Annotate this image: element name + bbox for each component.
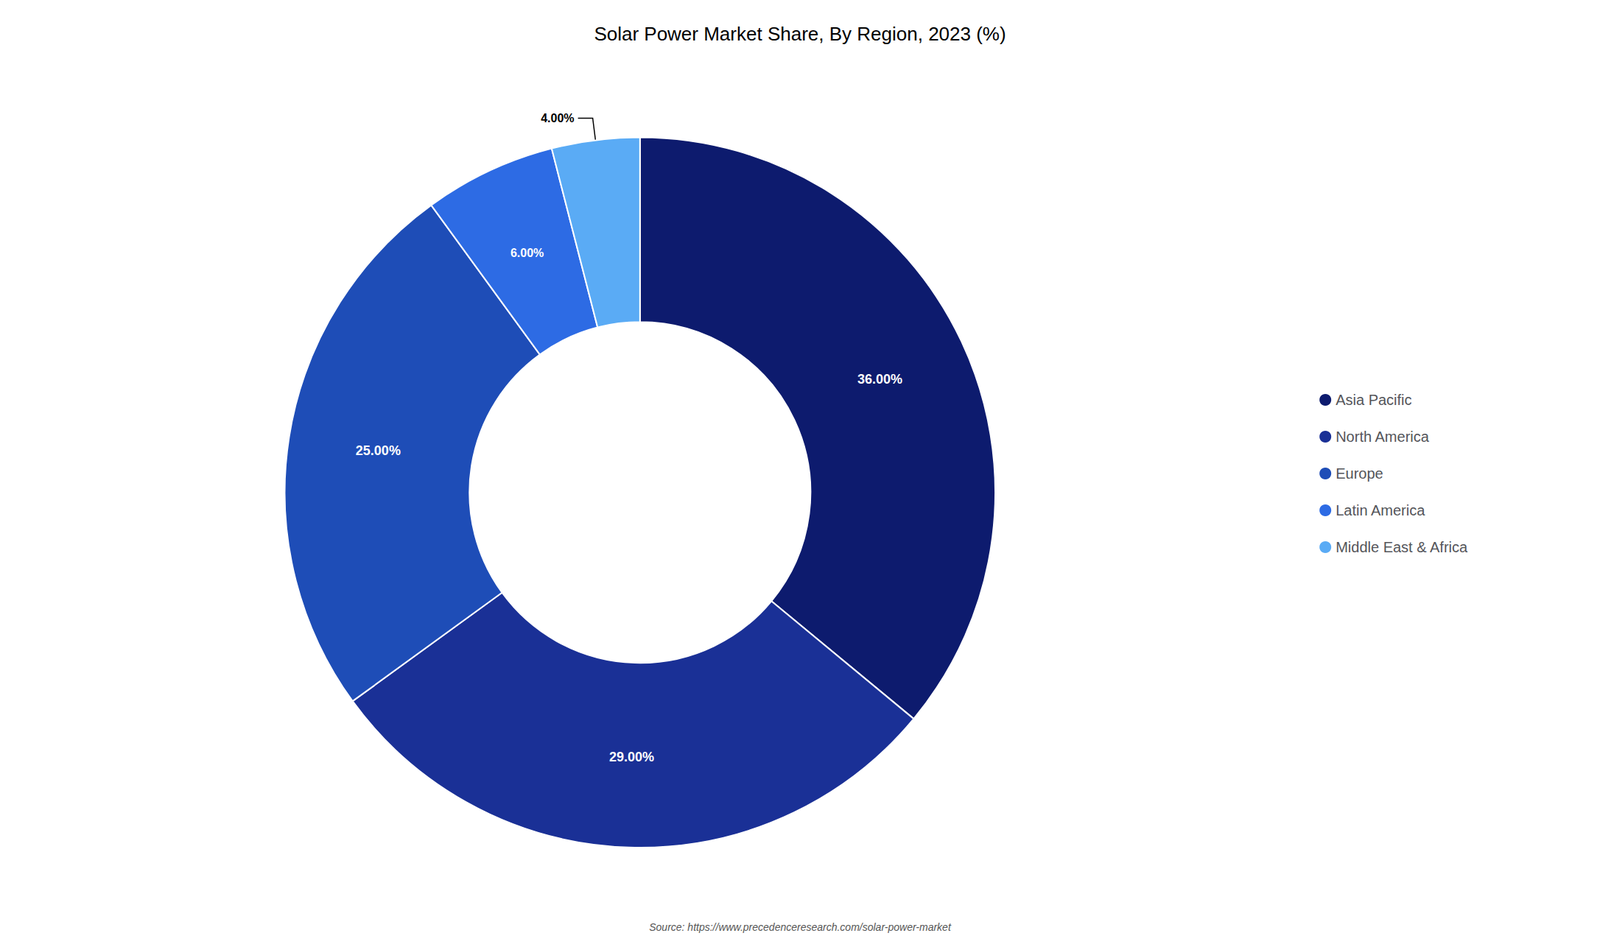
svg-text:Source: https://www.precedence: Source: https://www.precedenceresearch.c… xyxy=(648,921,952,934)
svg-text:Asia Pacific: Asia Pacific xyxy=(1335,391,1412,409)
svg-text:29.00%: 29.00% xyxy=(609,749,655,765)
svg-text:North America: North America xyxy=(1335,428,1430,445)
svg-text:Middle East & Africa: Middle East & Africa xyxy=(1335,539,1469,556)
svg-text:Latin America: Latin America xyxy=(1335,502,1426,519)
svg-text:Europe: Europe xyxy=(1335,465,1384,482)
svg-text:4.00%: 4.00% xyxy=(540,111,574,125)
svg-text:25.00%: 25.00% xyxy=(355,443,401,459)
svg-text:36.00%: 36.00% xyxy=(857,372,903,387)
svg-text:6.00%: 6.00% xyxy=(510,246,544,260)
svg-text:Solar Power Market Share, By R: Solar Power Market Share, By Region, 202… xyxy=(593,22,1006,45)
